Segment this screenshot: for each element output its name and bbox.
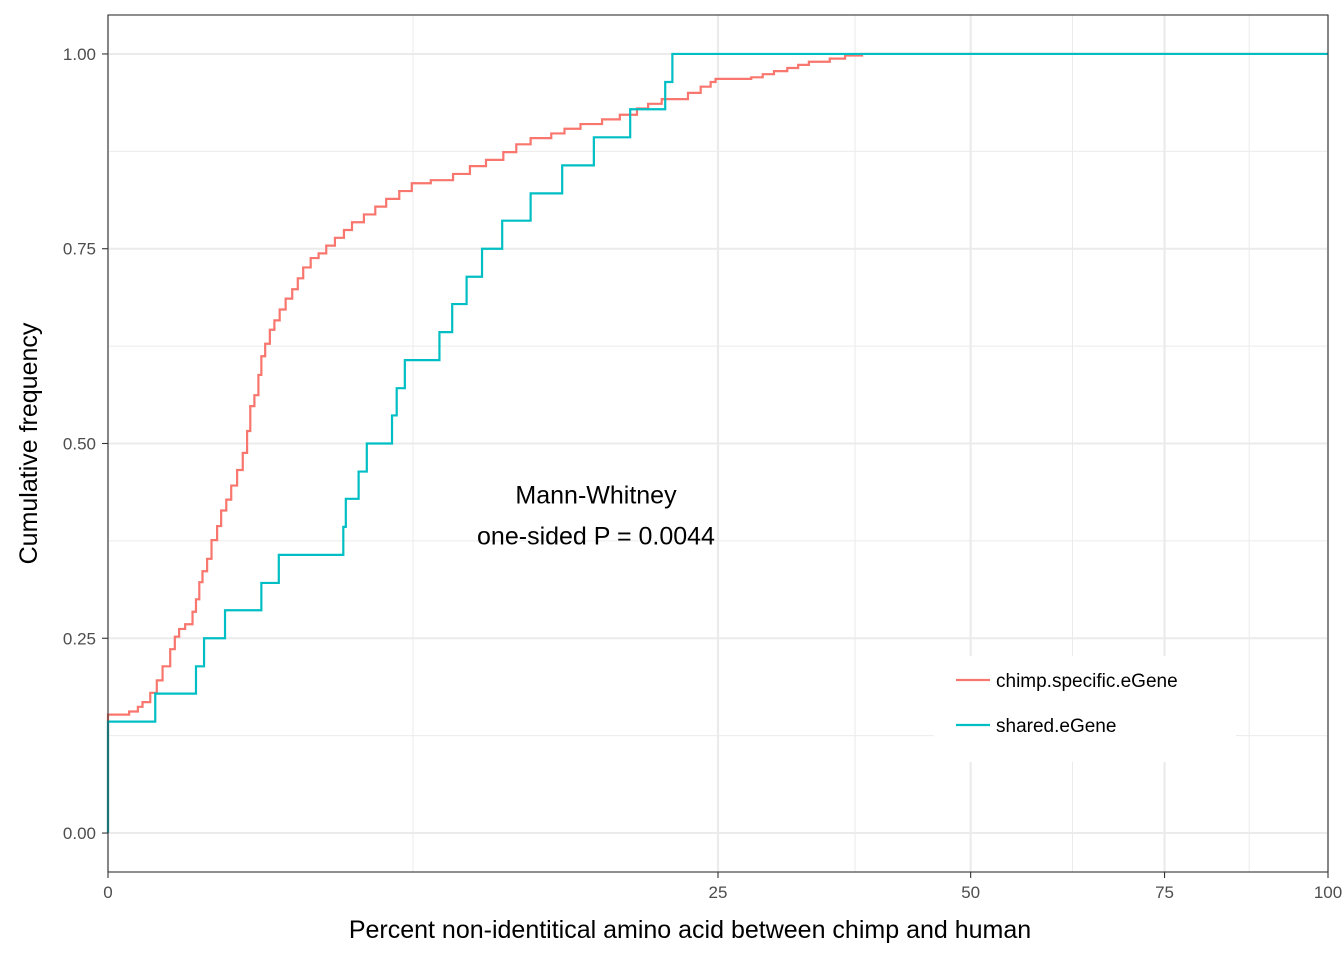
y-tick-label: 1.00	[63, 45, 96, 64]
x-axis: 0 25 50 75 100	[103, 872, 1342, 902]
series-lines	[106, 52, 1328, 834]
legend: chimp.specific.eGene shared.eGene	[934, 656, 1236, 762]
legend-label-chimp-specific: chimp.specific.eGene	[996, 671, 1178, 692]
x-axis-title: Percent non-identitical amino acid betwe…	[349, 916, 1031, 944]
x-tick-label: 50	[961, 883, 980, 902]
x-tick-label: 75	[1155, 883, 1174, 902]
series-line-shared	[106, 52, 1328, 834]
annotation-p-value: one-sided P = 0.0044	[477, 523, 715, 551]
y-tick-label: 0.50	[63, 435, 96, 454]
y-tick-label: 0.75	[63, 240, 96, 259]
y-tick-label: 0.25	[63, 629, 96, 648]
x-tick-label: 100	[1314, 883, 1342, 902]
legend-label-shared: shared.eGene	[996, 716, 1116, 737]
y-axis-title: Cumulative frequency	[15, 322, 43, 564]
x-tick-label: 0	[103, 883, 112, 902]
y-tick-label: 0.00	[63, 824, 96, 843]
legend-background	[934, 656, 1236, 762]
annotation-test-name: Mann-Whitney	[515, 482, 677, 510]
series-line-chimp-specific	[106, 52, 1328, 834]
x-tick-label: 25	[709, 883, 728, 902]
annotation: Mann-Whitney one-sided P = 0.0044	[477, 482, 715, 551]
y-axis: 0.00 0.25 0.50 0.75 1.00	[63, 45, 108, 843]
